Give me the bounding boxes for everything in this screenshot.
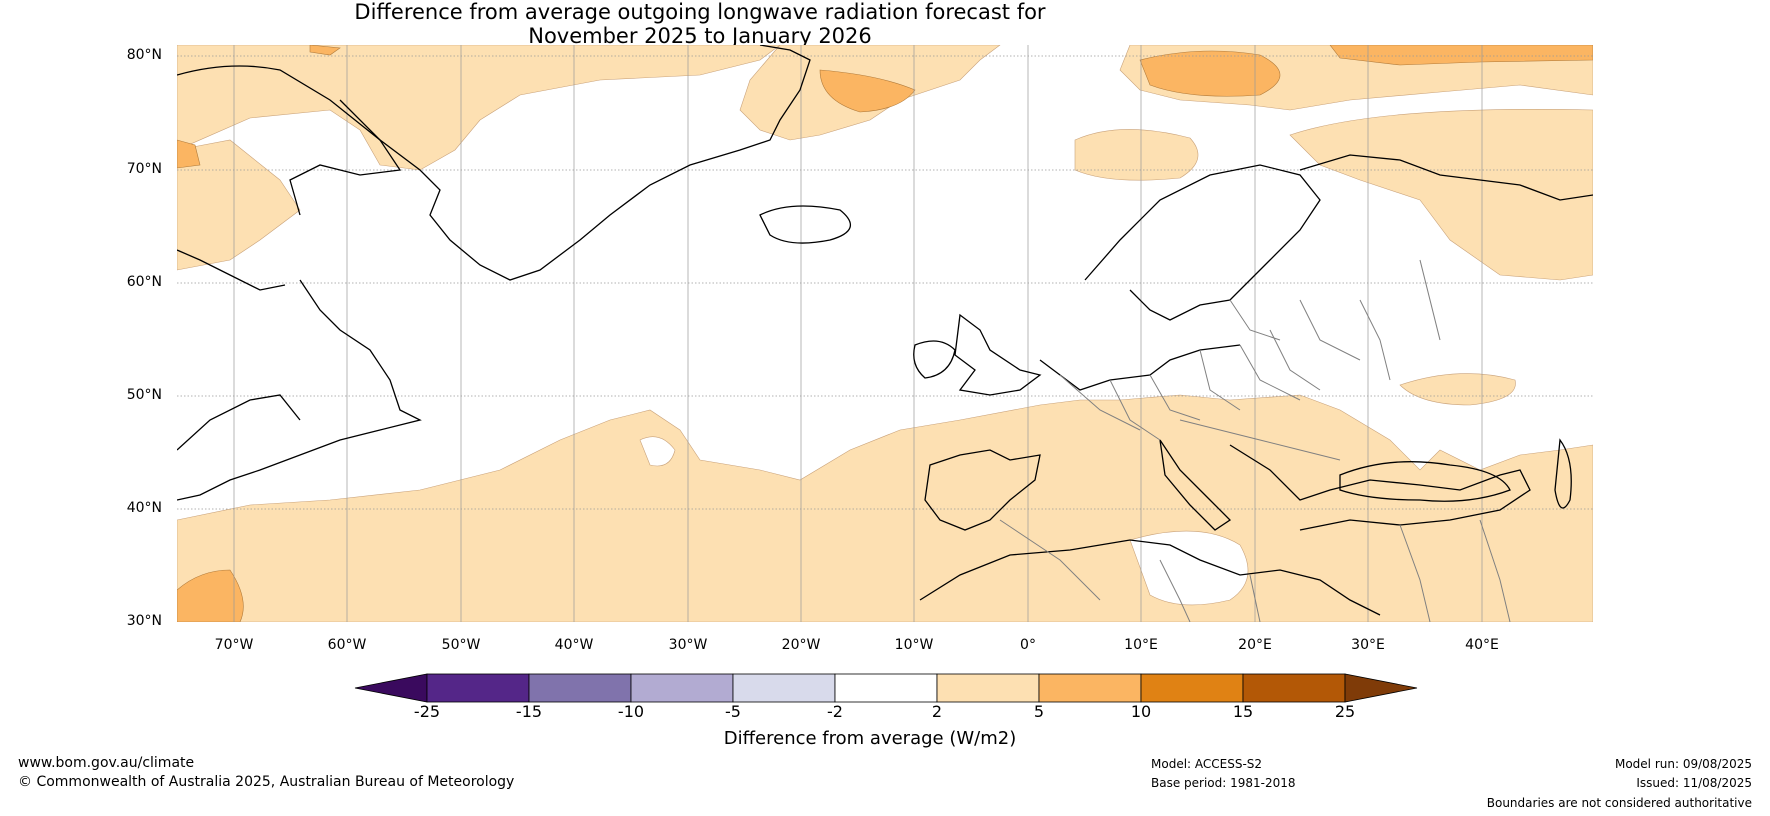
anomaly-strong-arctic-east <box>1329 45 1593 66</box>
footer-model: Model: ACCESS-S2 <box>1151 757 1263 771</box>
lon-label-50w: 50°W <box>441 637 481 653</box>
coast-canada-east <box>177 394 301 451</box>
colorbar-bin-7 <box>1038 673 1142 703</box>
coast-greenland <box>339 45 811 281</box>
lat-label-40n: 40°N <box>126 500 162 516</box>
gridlines <box>177 55 1593 510</box>
anomaly-5-10-fields <box>177 45 1593 622</box>
neutral-region-north-africa <box>1129 530 1249 606</box>
coast-russia-north <box>1299 154 1593 201</box>
colorbar-tick-5: 5 <box>1033 702 1045 721</box>
colorbar-tick-15: 15 <box>1232 702 1254 721</box>
anomaly-strong-baffin <box>177 139 201 169</box>
coast-north-africa <box>919 539 1381 616</box>
anomaly-strong-atlantic-sw <box>177 569 244 622</box>
coast-black-sea <box>1339 461 1511 502</box>
colorbar-tick-m2: -2 <box>827 702 843 721</box>
anomaly-region-labrador <box>177 139 301 271</box>
lon-label-20e: 20°E <box>1238 637 1272 653</box>
coast-caspian <box>1554 438 1572 509</box>
colorbar-tick-m25: -25 <box>413 702 441 721</box>
anomaly-region-russia-north <box>1289 109 1593 281</box>
colorbar-tick-2: 2 <box>931 702 943 721</box>
colorbar-bin-1 <box>426 673 530 703</box>
lat-label-60n: 60°N <box>126 274 162 290</box>
colorbar-bin-8 <box>1140 673 1244 703</box>
colorbar-bin-3 <box>630 673 734 703</box>
country-borders <box>999 259 1511 622</box>
footer-model-run: Model run: 09/08/2025 <box>1614 757 1752 771</box>
colorbar-tick-25: 25 <box>1334 702 1356 721</box>
colorbar <box>354 673 1418 703</box>
coast-canada-north <box>177 65 402 216</box>
lon-label-0: 0° <box>1020 637 1036 653</box>
lon-label-70w: 70°W <box>214 637 254 653</box>
coast-italy <box>1159 439 1232 531</box>
lon-label-60w: 60°W <box>327 637 367 653</box>
chart-title: Difference from average outgoing longwav… <box>0 0 1400 48</box>
colorbar-extend-high <box>1344 673 1418 703</box>
lat-label-30n: 30°N <box>126 613 162 629</box>
lat-label-80n: 80°N <box>126 47 162 63</box>
colorbar-caption: Difference from average (W/m2) <box>0 728 1770 749</box>
title-line-1: Difference from average outgoing longwav… <box>354 0 1046 24</box>
coast-scandinavia <box>1084 164 1321 321</box>
colorbar-bin-5 <box>834 673 938 703</box>
colorbar-tick-m5: -5 <box>725 702 741 721</box>
coast-iberia <box>924 449 1041 531</box>
anomaly-region-norway-sea <box>1074 129 1199 181</box>
coast-hudson <box>177 249 286 291</box>
colorbar-bin-9 <box>1242 673 1346 703</box>
lon-label-30e: 30°E <box>1351 637 1385 653</box>
colorbar-tick-m10: -10 <box>617 702 645 721</box>
lon-label-40w: 40°W <box>554 637 594 653</box>
lon-label-30w: 30°W <box>668 637 708 653</box>
anomaly-strong-svalbard <box>1139 50 1281 97</box>
anomaly-strong-greenland <box>819 69 916 113</box>
footer-base-period: Base period: 1981-2018 <box>1151 776 1296 790</box>
colorbar-tick-10: 10 <box>1130 702 1152 721</box>
map-area <box>177 45 1593 622</box>
colorbar-bin-6 <box>936 673 1040 703</box>
coast-labrador <box>177 279 422 501</box>
coast-ireland <box>913 340 956 379</box>
lat-label-70n: 70°N <box>126 161 162 177</box>
colorbar-label: Difference from average (W/m2) <box>723 728 1017 749</box>
anomaly-region-ukraine <box>1399 373 1516 406</box>
title-line-2: November 2025 to January 2026 <box>528 24 872 48</box>
colorbar-extend-low <box>354 673 428 703</box>
lon-label-10e: 10°E <box>1124 637 1158 653</box>
coast-uk <box>954 313 1042 396</box>
neutral-region-azores <box>639 436 676 467</box>
anomaly-region-north-atlantic-top <box>177 45 781 171</box>
footer-website: www.bom.gov.au/climate <box>18 755 195 771</box>
lon-label-20w: 20°W <box>781 637 821 653</box>
anomaly-strong-canada-small <box>309 45 341 56</box>
footer-copyright: © Commonwealth of Australia 2025, Austra… <box>18 774 515 790</box>
coast-balkans-turkey <box>1229 444 1531 531</box>
lat-label-50n: 50°N <box>126 387 162 403</box>
coastlines <box>177 45 1593 616</box>
colorbar-bin-2 <box>528 673 632 703</box>
coast-iceland <box>759 205 851 244</box>
footer-issued: Issued: 11/08/2025 <box>1636 776 1752 790</box>
lon-label-10w: 10°W <box>894 637 934 653</box>
footer-disclaimer: Boundaries are not considered authoritat… <box>1486 796 1752 810</box>
colorbar-bin-4 <box>732 673 836 703</box>
lon-label-40e: 40°E <box>1465 637 1499 653</box>
colorbar-tick-m15: -15 <box>515 702 543 721</box>
